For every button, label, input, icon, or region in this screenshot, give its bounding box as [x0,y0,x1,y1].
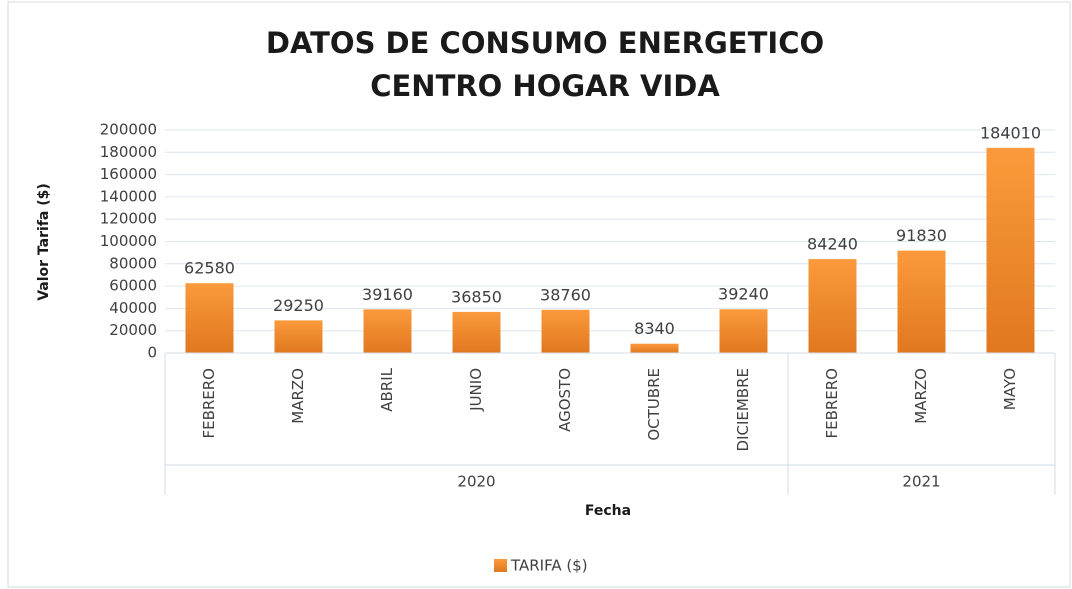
x-tick-label: AGOSTO [556,368,574,432]
bar [541,309,590,353]
data-label: 62580 [184,259,235,278]
bar [452,311,501,353]
x-tick-label: OCTUBRE [645,368,663,441]
bar [719,309,768,353]
x-tick-label: FEBRERO [200,368,218,439]
data-label: 39240 [718,285,769,304]
data-label: 36850 [451,287,502,306]
x-tick-label: MAYO [1001,368,1019,410]
bar [986,147,1035,353]
group-label: 2020 [457,473,495,491]
y-tick-label: 140000 [100,187,157,205]
x-tick-label: DICIEMBRE [734,368,752,451]
x-tick-label: MARZO [912,368,930,424]
bar [274,320,323,353]
x-tick-label: MARZO [289,368,307,424]
data-label: 39160 [362,285,413,304]
y-tick-label: 180000 [100,143,157,161]
bar [808,259,857,353]
chart-title: CENTRO HOGAR VIDA [370,69,720,103]
bar [630,343,679,353]
x-tick-label: JUNIO [467,368,485,412]
data-label: 84240 [807,235,858,254]
legend-swatch [494,559,507,572]
chart-border [7,1,1071,588]
y-axis-title: Valor Tarifa ($) [36,183,52,301]
bar [185,283,234,353]
x-axis-title: Fecha [585,503,631,519]
y-tick-label: 40000 [109,299,157,317]
y-tick-label: 120000 [100,210,157,228]
y-tick-label: 0 [147,344,157,362]
y-tick-label: 160000 [100,165,157,183]
chart-title: DATOS DE CONSUMO ENERGETICO [266,26,824,60]
data-label: 29250 [273,296,324,315]
data-label: 8340 [634,319,675,338]
data-label: 38760 [540,285,591,304]
data-label: 184010 [980,123,1041,142]
data-label: 91830 [896,226,947,245]
legend-label: TARIFA ($) [510,557,588,575]
x-tick-label: ABRIL [378,367,396,411]
group-label: 2021 [902,473,940,491]
bar [363,309,412,353]
y-tick-label: 20000 [109,321,157,339]
y-tick-label: 100000 [100,232,157,250]
bar [897,250,946,353]
x-tick-label: FEBRERO [823,368,841,439]
y-tick-label: 200000 [100,121,157,139]
y-tick-label: 80000 [109,254,157,272]
y-tick-label: 60000 [109,277,157,295]
